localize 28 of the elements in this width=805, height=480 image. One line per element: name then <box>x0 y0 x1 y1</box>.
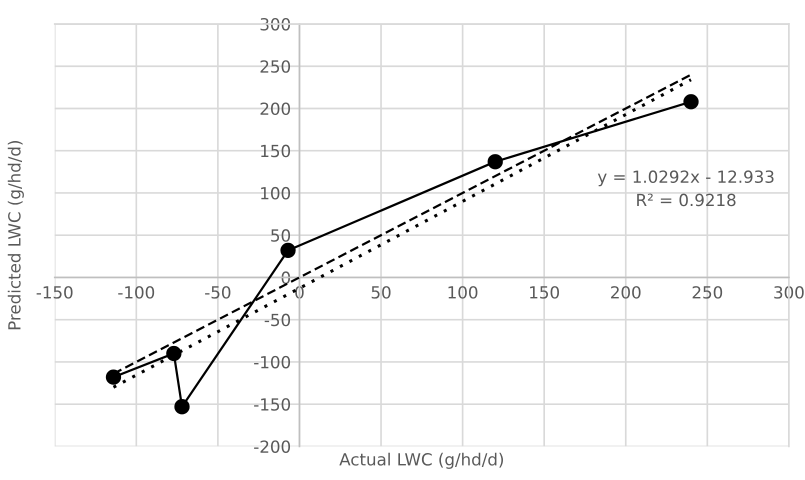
y-tick-label: 200 <box>260 102 290 116</box>
x-tick-label: -150 <box>36 286 73 299</box>
y-tick-label: -200 <box>254 440 290 453</box>
y-tick-label: -50 <box>264 314 290 326</box>
x-tick-label: 300 <box>774 286 804 299</box>
x-tick-label: 250 <box>692 286 722 299</box>
point <box>488 154 503 170</box>
point <box>166 346 182 362</box>
annotation: y = 1.0292x - 12.933 <box>598 170 774 186</box>
x-tick-label: 150 <box>530 286 559 299</box>
point <box>174 399 190 414</box>
point <box>280 242 296 258</box>
y-tick-label: 250 <box>260 60 290 73</box>
y-axis-title: Predicted LWC (g/hd/d) <box>8 141 24 330</box>
annotation: R² = 0.9218 <box>637 194 736 206</box>
x-tick-label: -50 <box>205 286 230 299</box>
y-tick-label: 150 <box>261 144 290 158</box>
x-axis-title: Actual LWC (g/hd/d) <box>339 452 503 469</box>
point <box>106 369 122 385</box>
point <box>683 94 699 110</box>
y-tick-label: -150 <box>254 398 290 411</box>
x-tick-label: 100 <box>448 286 478 299</box>
x-tick-label: 50 <box>372 286 391 299</box>
y-tick-label: 100 <box>261 186 290 200</box>
y-tick-label: 50 <box>271 229 290 242</box>
x-tick-label: 200 <box>611 286 641 299</box>
y-tick-label: -100 <box>254 356 290 368</box>
x-tick-label: -100 <box>118 286 154 299</box>
